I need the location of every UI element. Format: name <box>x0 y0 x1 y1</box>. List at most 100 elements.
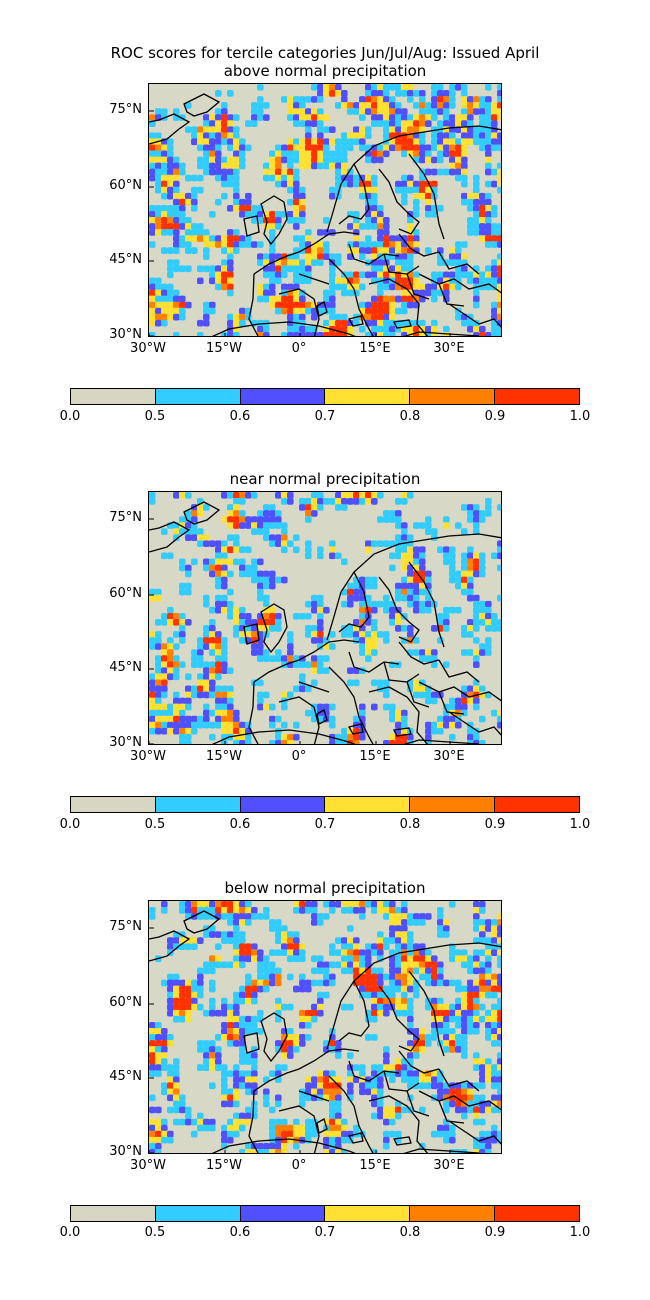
score-cell <box>347 1003 354 1011</box>
score-cell <box>173 534 180 541</box>
score-cell <box>167 156 174 164</box>
score-cell <box>443 1106 450 1114</box>
score-cell <box>473 703 480 711</box>
score-cell <box>215 637 222 644</box>
score-cell <box>221 961 228 969</box>
score-cell <box>227 132 234 140</box>
score-cell <box>323 1148 330 1153</box>
score-cell <box>275 540 282 548</box>
score-cell <box>389 126 396 133</box>
score-cell <box>221 283 228 291</box>
score-cell <box>365 1088 372 1096</box>
score-cell <box>257 528 264 535</box>
score-cell <box>335 1052 342 1059</box>
score-cell <box>317 229 324 236</box>
score-cell <box>299 685 306 693</box>
score-cell <box>377 295 384 303</box>
score-cell <box>281 1148 288 1153</box>
score-cell <box>371 1064 378 1071</box>
score-cell <box>209 540 216 548</box>
score-cell <box>461 144 468 152</box>
score-cell <box>473 138 480 146</box>
score-cell <box>311 667 318 675</box>
score-cell <box>191 510 198 517</box>
score-cell <box>185 174 192 182</box>
score-cell <box>329 1136 336 1144</box>
score-cell <box>401 576 408 584</box>
score-cell <box>479 606 486 614</box>
score-cell <box>497 1070 501 1077</box>
score-cell <box>185 265 192 273</box>
score-cell <box>173 192 180 200</box>
score-cell <box>383 1106 390 1114</box>
score-cell <box>365 313 372 321</box>
score-cell <box>209 114 216 121</box>
score-cell <box>365 186 372 194</box>
score-cell <box>227 174 234 182</box>
score-cell <box>149 703 156 711</box>
colorbar-tick-label: 0.8 <box>399 409 421 424</box>
score-cell <box>359 979 366 987</box>
score-cell <box>227 180 234 188</box>
score-cell <box>281 534 288 541</box>
coastline-path <box>348 315 364 327</box>
score-cell <box>299 259 306 267</box>
score-cell <box>245 907 252 914</box>
score-cell <box>443 619 450 626</box>
score-cell <box>419 90 426 97</box>
score-cell <box>389 283 396 291</box>
score-cell <box>389 114 396 121</box>
score-cell <box>377 307 384 315</box>
score-cell <box>203 265 210 273</box>
score-cell <box>161 715 168 723</box>
score-cell <box>461 319 468 327</box>
score-cell <box>335 156 342 164</box>
score-cell <box>149 114 156 121</box>
score-cell <box>173 1100 180 1108</box>
score-cell <box>257 643 264 650</box>
score-cell <box>323 655 330 662</box>
score-cell <box>467 1009 474 1017</box>
score-cell <box>401 955 408 963</box>
score-cell <box>257 108 264 115</box>
score-cell <box>371 637 378 644</box>
score-cell <box>413 943 420 950</box>
score-cell <box>425 955 432 963</box>
score-cell <box>407 120 414 127</box>
score-cell <box>353 733 360 741</box>
score-cell <box>485 241 492 248</box>
score-cell <box>449 271 456 279</box>
score-cell <box>371 943 378 950</box>
score-cell <box>185 1106 192 1114</box>
score-cell <box>299 120 306 127</box>
score-cell <box>371 600 378 608</box>
score-cell <box>377 1064 384 1071</box>
score-cell <box>485 979 492 987</box>
score-cell <box>179 241 186 248</box>
score-cell <box>461 174 468 182</box>
score-cell <box>293 186 300 194</box>
score-cell <box>167 985 174 993</box>
colorbar-segment <box>494 389 579 404</box>
score-cell <box>377 235 384 242</box>
score-cell <box>419 691 426 699</box>
score-cell <box>437 612 444 620</box>
score-cell <box>209 667 216 675</box>
score-cell <box>167 606 174 614</box>
colorbar-segment <box>239 797 325 812</box>
score-cell <box>167 1003 174 1011</box>
score-cell <box>221 174 228 182</box>
score-cell <box>467 991 474 999</box>
score-cell <box>359 192 366 200</box>
score-cell <box>473 174 480 182</box>
score-cell <box>473 1052 480 1059</box>
score-cell <box>287 1046 294 1053</box>
score-cell <box>449 552 456 560</box>
colorbar-segment <box>409 1206 495 1221</box>
score-cell <box>317 150 324 158</box>
score-cell <box>377 120 384 127</box>
score-cell <box>275 649 282 656</box>
score-cell <box>491 325 498 333</box>
score-cell <box>443 1021 450 1029</box>
score-cell <box>155 229 162 236</box>
